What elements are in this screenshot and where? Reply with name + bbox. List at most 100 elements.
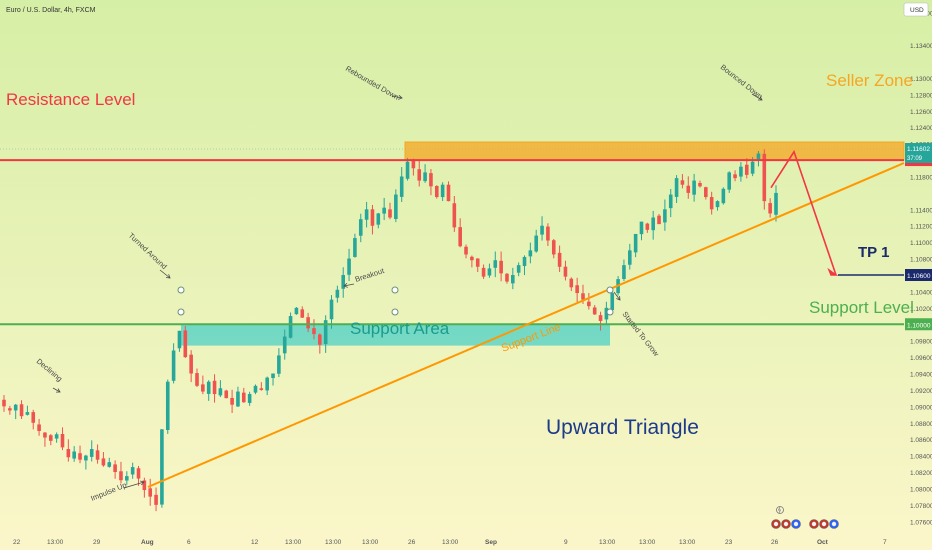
candle: [125, 471, 129, 485]
x-tick-label: 6: [187, 539, 191, 546]
ascending-support-line[interactable]: [147, 162, 905, 488]
candle: [627, 243, 632, 270]
x-tick-label: 26: [408, 539, 416, 546]
candle: [505, 272, 509, 284]
y-tick-label: 1.08200: [910, 470, 932, 477]
turned-around-label-arrow: [159, 269, 171, 279]
drawing-handle[interactable]: [606, 286, 614, 294]
x-tick-label: 13:00: [599, 539, 616, 546]
candle: [686, 176, 691, 199]
rebounded-down-label-arrow: [391, 95, 403, 99]
x-tick-label: 13:00: [639, 539, 656, 546]
candle: [253, 384, 258, 395]
y-tick-label: 1.10800: [910, 257, 932, 264]
y-tick-label: 1.11800: [910, 174, 932, 181]
candle: [464, 244, 468, 259]
candle: [259, 382, 264, 391]
candle: [417, 160, 422, 187]
candle: [165, 379, 170, 434]
candle: [247, 391, 252, 406]
candle: [341, 267, 346, 298]
support-price-tag: [905, 318, 932, 331]
seller-zone-label: Seller Zone: [826, 71, 913, 90]
y-tick-label: 1.09000: [910, 404, 932, 411]
candle: [411, 158, 416, 176]
candle: [516, 262, 521, 277]
x-tick-label: 13:00: [679, 539, 696, 546]
candle: [265, 376, 269, 396]
candle: [651, 210, 655, 240]
drawing-handle[interactable]: [391, 286, 399, 294]
resistance-label: Resistance Level: [6, 90, 135, 109]
candle: [370, 204, 375, 235]
candle: [733, 170, 737, 182]
drawing-handle[interactable]: [177, 286, 185, 294]
y-tick-label: 1.08400: [910, 454, 932, 461]
x-tick-label: Sep: [485, 539, 497, 546]
candle: [364, 201, 369, 228]
candle: [8, 405, 12, 415]
candle: [423, 164, 427, 183]
candle: [592, 305, 597, 315]
drawing-handle[interactable]: [606, 308, 614, 316]
candle: [78, 445, 82, 464]
drawing-handle[interactable]: [177, 308, 185, 316]
x-tick-label: 29: [93, 539, 101, 546]
bounced-down-label-arrow: [751, 93, 763, 101]
candle: [446, 181, 451, 202]
candle: [663, 199, 667, 231]
candle: [54, 432, 59, 443]
x-tick-label: 13:00: [325, 539, 342, 546]
candle: [347, 248, 351, 282]
y-tick-label: 1.12400: [910, 125, 932, 132]
candle: [19, 400, 24, 419]
candle: [405, 157, 410, 181]
candle: [522, 255, 527, 276]
candle: [277, 348, 281, 378]
support-price-tag-text: 1.10000: [907, 322, 931, 329]
candle: [271, 373, 275, 386]
x-tick-label: 13:00: [442, 539, 459, 546]
candle: [148, 478, 153, 506]
candle: [236, 386, 240, 407]
y-tick-label: 1.08000: [910, 486, 932, 493]
candle: [680, 174, 685, 189]
candle: [201, 375, 205, 395]
projection-path: [770, 149, 837, 276]
candle: [540, 216, 544, 241]
y-tick-label: 1.07800: [910, 503, 932, 510]
candle: [95, 444, 100, 464]
lightning-icon[interactable]: [776, 506, 784, 514]
candle: [727, 171, 732, 193]
candle: [739, 162, 743, 182]
candle: [709, 191, 714, 215]
candle: [113, 460, 117, 479]
support-area-rect: [181, 324, 610, 346]
candle: [294, 307, 299, 315]
candle: [288, 312, 293, 339]
candle: [43, 432, 47, 447]
candle: [434, 185, 439, 199]
tp-price-tag: [905, 269, 932, 281]
candle: [136, 465, 141, 486]
x-tick-label: 22: [13, 539, 21, 546]
candle: [657, 214, 661, 225]
last-price-tag: [905, 143, 932, 163]
candle: [622, 259, 626, 282]
candle: [575, 277, 579, 303]
x-tick-label: 26: [771, 539, 779, 546]
currency-button[interactable]: [903, 2, 929, 17]
candle: [668, 188, 673, 218]
tp-price-tag-text: 1.10600: [907, 273, 931, 280]
candle: [475, 258, 480, 273]
candle: [721, 187, 726, 205]
chart-title: Euro / U.S. Dollar, 4h, FXCM: [6, 7, 96, 14]
candle: [639, 221, 644, 241]
candle: [358, 213, 363, 243]
drawing-handle[interactable]: [391, 308, 399, 316]
candle: [528, 242, 533, 264]
candle: [84, 454, 88, 470]
y-tick-label: 1.09200: [910, 388, 932, 395]
